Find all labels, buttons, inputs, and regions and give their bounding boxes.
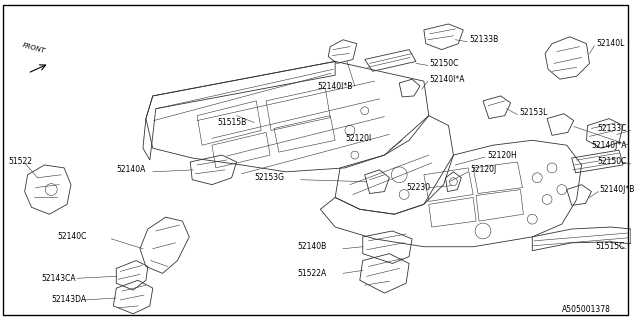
Text: 52120I: 52120I [345, 134, 371, 143]
Text: 52153G: 52153G [254, 173, 284, 182]
Text: 52133B: 52133B [469, 35, 499, 44]
Text: 51522A: 51522A [298, 269, 327, 278]
Text: 52140I*B: 52140I*B [317, 82, 353, 91]
Text: 52150C: 52150C [430, 59, 459, 68]
Text: 52133C: 52133C [597, 124, 627, 133]
Text: 52140J*B: 52140J*B [599, 185, 635, 194]
Text: A505001378: A505001378 [563, 305, 611, 314]
Text: FRONT: FRONT [22, 43, 46, 54]
Text: 51515B: 51515B [217, 118, 246, 127]
Text: 51515C: 51515C [595, 242, 625, 251]
Text: 52150C: 52150C [597, 157, 627, 166]
Text: 52153L: 52153L [520, 108, 548, 117]
Text: 52120J: 52120J [470, 165, 497, 174]
Text: 52140C: 52140C [57, 232, 86, 241]
Text: 51522: 51522 [8, 157, 32, 166]
Text: 52140B: 52140B [298, 242, 327, 251]
Text: 52140I*A: 52140I*A [430, 75, 465, 84]
Text: 52143DA: 52143DA [51, 295, 86, 304]
Text: 52140A: 52140A [116, 165, 146, 174]
Text: 52120H: 52120H [487, 151, 516, 160]
Text: 52143CA: 52143CA [42, 274, 76, 283]
Text: 52140L: 52140L [596, 39, 625, 48]
Text: 52140J*A: 52140J*A [591, 141, 627, 150]
Text: 52230: 52230 [406, 183, 430, 192]
